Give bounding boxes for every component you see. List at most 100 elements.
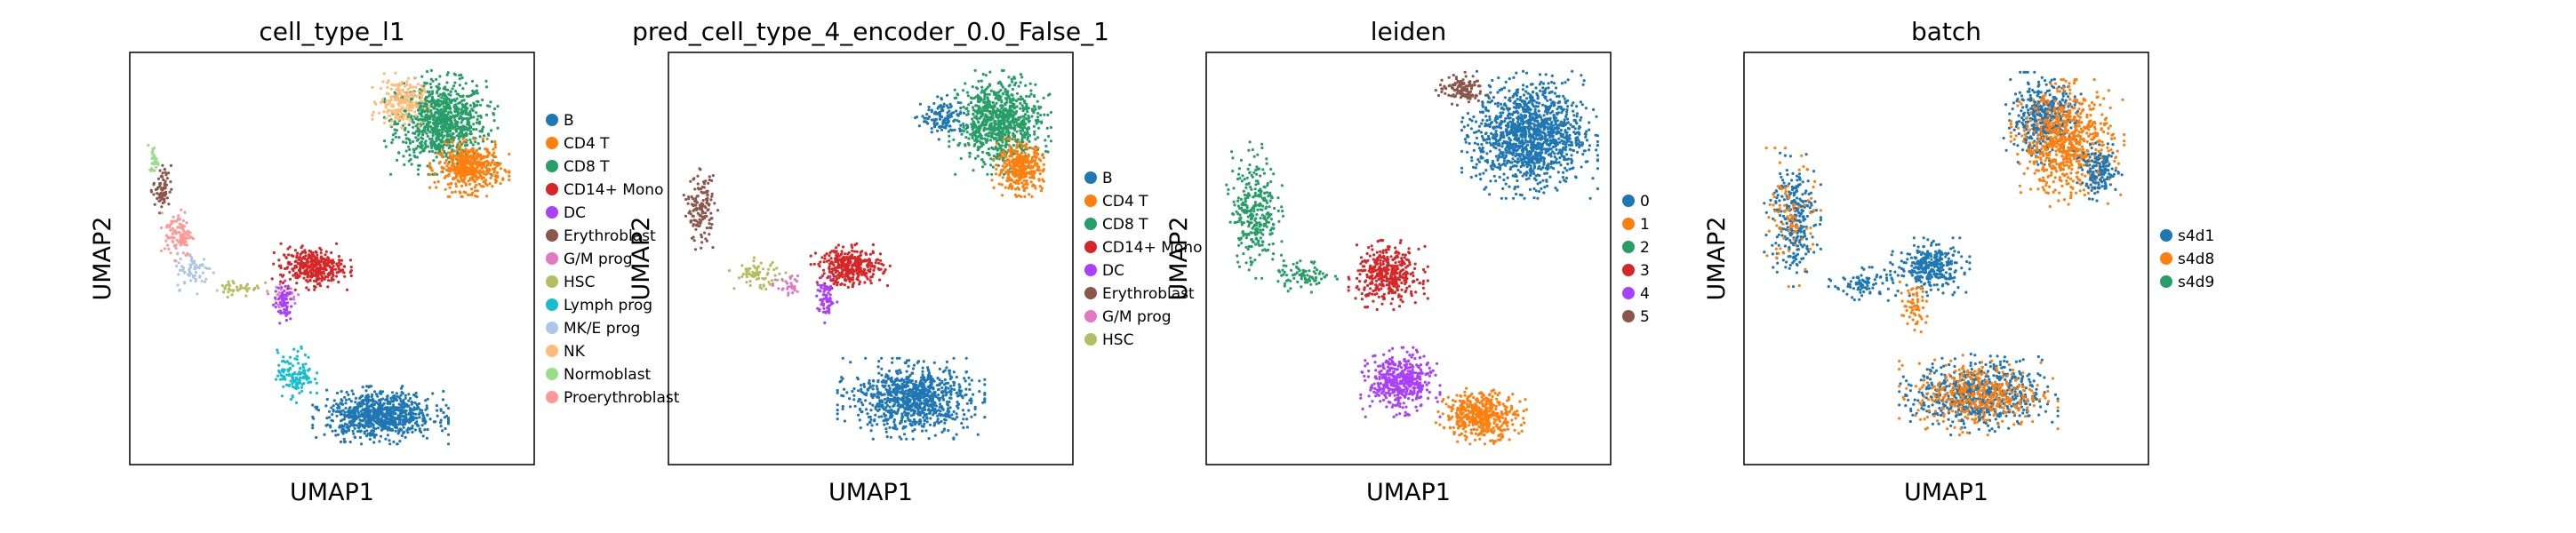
scatter-point	[477, 182, 481, 186]
scatter-point	[164, 171, 167, 174]
cluster-7	[147, 143, 160, 172]
scatter-point	[162, 198, 166, 202]
scatter-point	[359, 430, 363, 434]
scatter-point	[1049, 125, 1052, 130]
scatter-point	[460, 112, 465, 115]
scatter-point	[1015, 143, 1019, 147]
scatter-point	[466, 121, 469, 124]
scatter-point	[245, 289, 249, 293]
scatter-point	[423, 91, 428, 94]
scatter-point	[424, 115, 428, 119]
legend-label: Proerythroblast	[564, 389, 680, 407]
scatter-point	[473, 179, 476, 182]
scatter-point	[454, 128, 458, 131]
scatter-point	[769, 263, 772, 266]
scatter-point	[488, 105, 492, 108]
scatter-point	[463, 144, 468, 147]
scatter-point	[1015, 195, 1019, 198]
scatter-point	[1022, 118, 1026, 123]
scatter-point	[705, 214, 708, 218]
scatter-point	[428, 112, 431, 115]
scatter-point	[707, 181, 710, 185]
scatter-point	[996, 91, 999, 95]
scatter-point	[281, 291, 284, 295]
scatter-point	[314, 251, 318, 254]
scatter-point	[453, 73, 457, 76]
scatter-point	[278, 282, 282, 286]
scatter-point	[414, 412, 418, 416]
scatter-point	[239, 283, 243, 287]
scatter-point	[452, 177, 456, 180]
scatter-point	[377, 407, 380, 410]
cluster-12	[275, 345, 319, 404]
scatter-point	[400, 81, 404, 84]
scatter-point	[454, 174, 459, 178]
scatter-point	[501, 178, 505, 181]
scatter-point	[459, 145, 462, 148]
scatter-point	[228, 287, 231, 290]
scatter-point	[428, 162, 432, 165]
scatter-point	[176, 251, 180, 255]
scatter-point	[1015, 91, 1020, 95]
scatter-point	[452, 144, 455, 147]
scatter-point	[352, 424, 356, 427]
scatter-point	[306, 275, 309, 279]
scatter-point	[163, 183, 166, 187]
scatter-point	[773, 274, 777, 277]
scatter-point	[462, 165, 466, 169]
scatter-point	[710, 217, 714, 220]
scatter-point	[410, 412, 413, 416]
scatter-point	[289, 287, 292, 290]
scatter-point	[1005, 118, 1009, 122]
scatter-point	[401, 385, 404, 388]
x-axis-label: UMAP1	[828, 479, 913, 506]
scatter-point	[1029, 180, 1033, 184]
scatter-point	[460, 76, 464, 80]
scatter-point	[380, 406, 384, 410]
scatter-point	[1002, 168, 1005, 171]
scatter-point	[475, 183, 478, 187]
scatter-point	[428, 105, 431, 108]
scatter-point	[471, 165, 475, 169]
scatter-point	[1020, 160, 1024, 163]
scatter-point	[476, 148, 479, 152]
scatter-point	[472, 105, 476, 108]
scatter-point	[1036, 164, 1039, 168]
scatter-point	[1028, 82, 1032, 85]
scatter-point	[1039, 159, 1043, 163]
scatter-point	[748, 280, 752, 283]
scatter-point	[389, 104, 394, 107]
scatter-point	[426, 145, 430, 148]
scatter-point	[353, 435, 356, 439]
scatter-point	[182, 225, 187, 228]
scatter-point	[162, 178, 165, 181]
scatter-point	[349, 400, 353, 403]
scatter-point	[983, 95, 987, 99]
scatter-point	[323, 266, 326, 271]
scatter-point	[292, 254, 295, 259]
scatter-point	[283, 376, 286, 379]
scatter-point	[983, 163, 987, 166]
scatter-point	[403, 422, 406, 426]
scatter-point	[297, 362, 300, 365]
scatter-point	[698, 224, 701, 227]
scatter-point	[344, 402, 348, 405]
scatter-point	[190, 259, 194, 263]
scatter-point	[344, 398, 348, 402]
scatter-point	[700, 241, 704, 244]
scatter-point	[748, 272, 751, 275]
scatter-point	[446, 433, 451, 436]
scatter-point	[460, 133, 465, 137]
scatter-point	[973, 156, 977, 160]
scatter-point	[979, 124, 982, 128]
scatter-point	[420, 111, 423, 115]
scatter-point	[356, 430, 360, 434]
scatter-point	[330, 406, 333, 410]
scatter-point	[428, 186, 432, 189]
scatter-point	[468, 172, 472, 176]
scatter-point	[330, 418, 333, 422]
scatter-point	[468, 138, 472, 142]
scatter-point	[980, 137, 983, 140]
scatter-point	[955, 109, 958, 113]
scatter-point	[293, 249, 297, 252]
